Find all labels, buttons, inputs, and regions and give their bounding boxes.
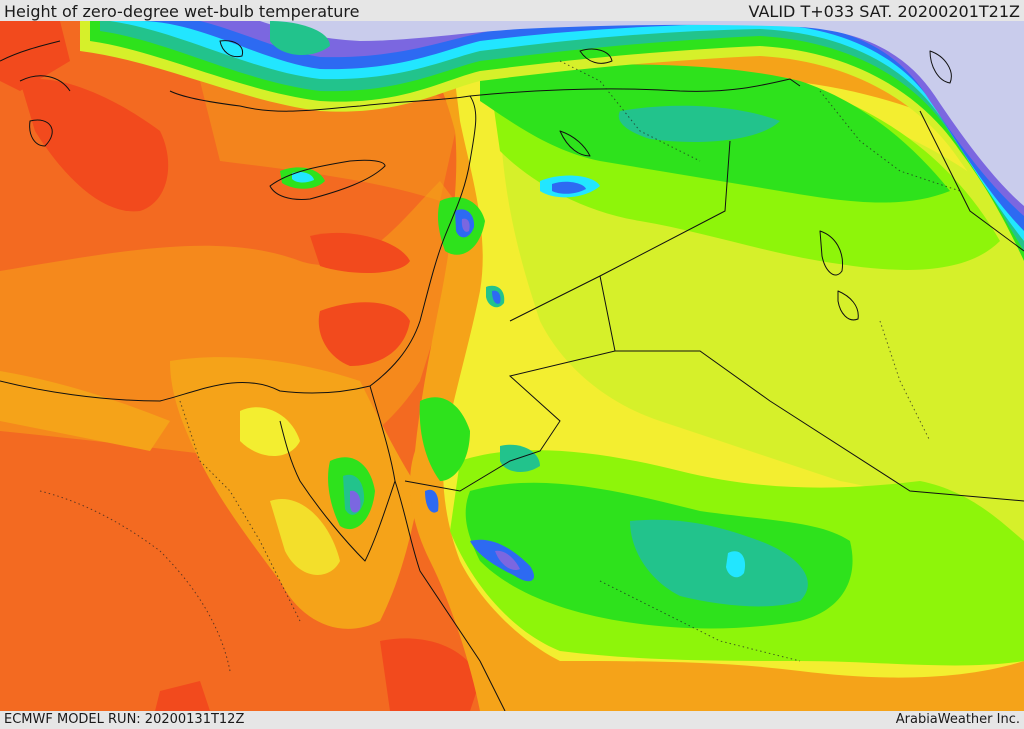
teal-patch [500, 444, 540, 473]
model-run: ECMWF MODEL RUN: 20200131T12Z [4, 712, 245, 727]
red-patch [380, 638, 480, 711]
valid-time: VALID T+033 SAT. 20200201T21Z [748, 2, 1020, 21]
green-land [419, 397, 470, 481]
orange-land [0, 371, 170, 451]
teal-patch [618, 105, 780, 142]
credit-label: ArabiaWeather Inc. [895, 712, 1020, 727]
yellow-streak [240, 407, 300, 456]
violet-streak [495, 550, 520, 571]
blue-patch [492, 290, 501, 304]
red-patch [318, 302, 410, 366]
teal-patch [630, 519, 808, 607]
blue-patch [350, 490, 361, 513]
red-patch [0, 21, 70, 91]
lavender-highland [260, 21, 1024, 206]
red-patch [155, 681, 210, 711]
violet-patch [461, 218, 470, 232]
header-bar: Height of zero-degree wet-bulb temperatu… [0, 0, 1024, 21]
cyan-patch [726, 551, 746, 578]
blue-streak [425, 489, 439, 513]
country-borders [404, 78, 1024, 502]
yellow-streak [270, 499, 340, 575]
orange-land [170, 357, 420, 629]
cyan-belt [110, 21, 1024, 241]
footer-bar: ECMWF MODEL RUN: 20200131T12Z ArabiaWeat… [0, 711, 1024, 729]
red-patch [310, 232, 410, 273]
coastlines [0, 40, 952, 711]
province-borders [39, 60, 961, 672]
blue-patch [552, 181, 586, 194]
teal-patch [270, 21, 330, 56]
red-patch [20, 79, 169, 212]
cyan-patch [292, 171, 314, 183]
weather-map [0, 21, 1024, 711]
map-title: Height of zero-degree wet-bulb temperatu… [4, 2, 360, 21]
